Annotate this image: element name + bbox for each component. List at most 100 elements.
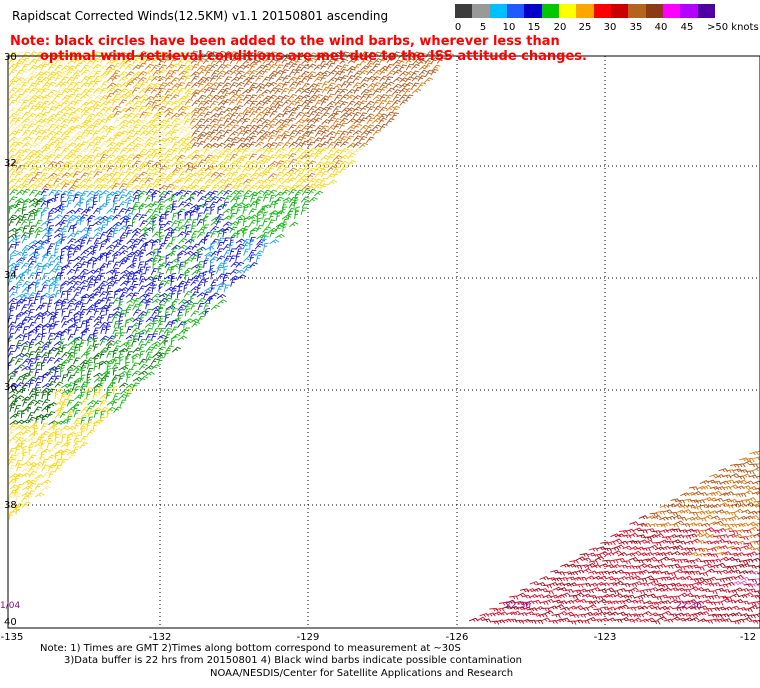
wind-barb: [157, 147, 166, 155]
wind-barb: [15, 235, 21, 244]
wind-barb: [163, 159, 173, 166]
wind-barb: [604, 551, 615, 557]
wind-barb: [132, 272, 139, 281]
wind-barb: [34, 64, 45, 70]
wind-barb: [750, 503, 760, 508]
wind-barb: [163, 227, 174, 232]
wind-barb: [365, 93, 374, 101]
wind-barb: [28, 58, 38, 65]
wind-barb: [144, 339, 153, 347]
wind-barb: [320, 135, 329, 142]
wind-barb: [60, 165, 70, 172]
wind-barb: [668, 613, 678, 618]
wind-barb: [659, 504, 670, 509]
wind-barb: [86, 345, 95, 352]
wind-barb: [625, 528, 635, 533]
wind-barb: [230, 171, 239, 179]
wind-barb: [54, 57, 64, 64]
wind-barb: [106, 344, 113, 352]
wind-barb: [184, 154, 194, 161]
wind-barb: [9, 189, 18, 196]
wind-barb: [223, 153, 232, 161]
wind-barb: [144, 112, 153, 119]
wind-barb: [119, 159, 128, 166]
wind-barb: [267, 219, 276, 227]
wind-barb: [106, 87, 116, 94]
wind-barb: [138, 119, 148, 126]
wind-barb: [197, 94, 206, 102]
wind-barb: [54, 390, 60, 400]
wind-barb: [647, 570, 658, 575]
wind-barb: [112, 88, 122, 95]
wind-barb: [216, 255, 226, 262]
wind-barb: [112, 356, 120, 364]
wind-barb: [527, 619, 537, 625]
wind-barb: [576, 613, 587, 618]
wind-barb: [93, 343, 100, 352]
wind-barb: [685, 584, 695, 589]
wind-barb: [8, 184, 18, 191]
wind-barb: [113, 406, 122, 413]
wind-barb: [209, 295, 214, 304]
wind-barb: [255, 190, 265, 196]
wind-barb: [280, 123, 290, 130]
wind-barb: [710, 515, 721, 520]
wind-barb: [138, 62, 147, 70]
wind-barb: [14, 424, 25, 430]
wind-barb: [631, 565, 642, 570]
wind-barb: [158, 100, 168, 106]
wind-barb: [40, 332, 47, 341]
wind-barb: [53, 420, 58, 430]
wind-barb: [248, 135, 257, 143]
wind-barb: [701, 510, 712, 515]
wind-barb: [41, 352, 50, 359]
wind-barb: [619, 604, 629, 609]
wind-barb: [262, 111, 271, 119]
wind-barb: [92, 194, 99, 203]
wind-barb: [629, 545, 639, 551]
wind-barb: [378, 117, 387, 125]
wind-barb: [85, 124, 95, 131]
wind-barb: [138, 278, 147, 286]
wind-barb: [190, 310, 200, 317]
wind-barb: [314, 161, 325, 168]
wind-barb: [86, 373, 92, 383]
wind-barb: [111, 267, 120, 275]
wind-barb: [333, 141, 342, 149]
wind-barb: [203, 118, 213, 125]
wind-barb: [72, 124, 83, 130]
wind-barb: [53, 346, 64, 352]
wind-barb: [93, 153, 102, 160]
wind-barb: [15, 506, 21, 515]
wind-barb: [385, 118, 395, 125]
wind-barb: [385, 87, 395, 94]
wind-barb: [345, 107, 356, 113]
wind-barb: [15, 352, 26, 358]
wind-barb: [67, 238, 77, 245]
wind-barb: [217, 237, 225, 245]
wind-barb: [705, 559, 716, 564]
wind-barb: [47, 177, 56, 185]
wind-barb: [67, 214, 77, 221]
wind-barb: [171, 212, 178, 221]
wind-barb: [405, 94, 414, 102]
wind-barb: [209, 264, 215, 274]
wind-barb: [256, 64, 266, 71]
wind-barb: [151, 293, 162, 299]
wind-barb: [111, 374, 120, 382]
wind-barb: [14, 431, 25, 437]
wind-barb: [138, 320, 144, 329]
wind-barb: [210, 292, 220, 299]
wind-barb: [727, 612, 737, 617]
wind-barb: [276, 124, 286, 130]
wind-barb: [41, 207, 50, 215]
legend-swatch: [663, 4, 681, 18]
wind-barb: [99, 87, 108, 94]
wind-barb: [21, 183, 30, 190]
wind-barb: [289, 81, 298, 88]
wind-barb: [79, 423, 88, 431]
wind-barb: [28, 159, 37, 166]
wind-barb: [385, 81, 395, 88]
wind-barb: [430, 57, 440, 64]
wind-barb: [293, 160, 303, 167]
